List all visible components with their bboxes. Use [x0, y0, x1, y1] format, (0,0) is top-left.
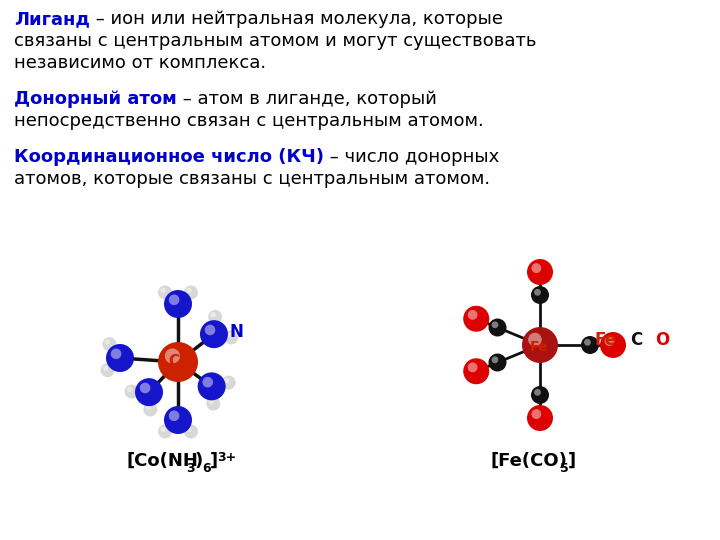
Circle shape	[209, 399, 214, 404]
Text: 3: 3	[186, 462, 194, 475]
Text: O: O	[655, 331, 670, 349]
Circle shape	[197, 373, 225, 400]
Circle shape	[488, 354, 506, 372]
Circle shape	[468, 362, 477, 372]
Circle shape	[200, 320, 228, 348]
Text: 6: 6	[202, 462, 211, 475]
Text: атомов, которые связаны с центральным атомом.: атомов, которые связаны с центральным ат…	[14, 170, 490, 188]
Circle shape	[158, 424, 172, 438]
Circle shape	[143, 402, 158, 416]
Circle shape	[581, 336, 599, 354]
Circle shape	[468, 310, 477, 320]
Circle shape	[492, 321, 498, 328]
Text: Лиганд: Лиганд	[14, 10, 90, 28]
Circle shape	[111, 348, 122, 359]
Circle shape	[125, 384, 139, 399]
Circle shape	[106, 344, 134, 372]
Circle shape	[531, 409, 541, 419]
Circle shape	[165, 348, 180, 363]
Circle shape	[101, 363, 114, 377]
Circle shape	[158, 342, 198, 382]
Circle shape	[186, 288, 192, 293]
Circle shape	[534, 389, 541, 396]
Circle shape	[224, 378, 229, 383]
Circle shape	[522, 327, 558, 363]
Circle shape	[145, 405, 151, 410]
Text: Co: Co	[168, 354, 190, 369]
Text: N: N	[230, 323, 244, 341]
Text: независимо от комплекса.: независимо от комплекса.	[14, 54, 266, 72]
Text: Координационное число (КЧ): Координационное число (КЧ)	[14, 148, 324, 166]
Circle shape	[184, 286, 198, 300]
Circle shape	[164, 406, 192, 434]
Circle shape	[210, 312, 216, 318]
Circle shape	[158, 286, 172, 300]
Circle shape	[135, 378, 163, 406]
Circle shape	[226, 333, 232, 338]
Circle shape	[168, 410, 179, 421]
Circle shape	[207, 397, 220, 410]
Circle shape	[208, 310, 222, 324]
Text: 3+: 3+	[217, 451, 236, 464]
Text: Донорный атом: Донорный атом	[14, 90, 176, 108]
Circle shape	[463, 306, 489, 332]
Circle shape	[531, 386, 549, 404]
Circle shape	[161, 427, 166, 432]
Circle shape	[527, 259, 553, 285]
Circle shape	[102, 338, 117, 351]
Circle shape	[527, 405, 553, 431]
Text: Fe: Fe	[530, 340, 548, 354]
Text: [Co(NH: [Co(NH	[126, 452, 198, 470]
Text: непосредственно связан с центральным атомом.: непосредственно связан с центральным ато…	[14, 112, 484, 130]
Circle shape	[488, 319, 506, 336]
Circle shape	[204, 325, 215, 335]
Text: C: C	[630, 331, 642, 349]
Text: ): )	[195, 452, 203, 470]
Text: – атом в лиганде, который: – атом в лиганде, который	[176, 90, 436, 108]
Circle shape	[531, 263, 541, 273]
Circle shape	[531, 286, 549, 304]
Circle shape	[222, 376, 235, 389]
Text: ]: ]	[210, 452, 218, 470]
Text: ]: ]	[568, 452, 576, 470]
Circle shape	[224, 330, 238, 345]
Circle shape	[103, 366, 108, 371]
Circle shape	[168, 294, 179, 305]
Circle shape	[104, 340, 110, 345]
Text: 5: 5	[560, 462, 569, 475]
Circle shape	[202, 377, 213, 388]
Circle shape	[534, 289, 541, 296]
Circle shape	[528, 333, 542, 347]
Circle shape	[463, 358, 489, 384]
Text: [Fe(CO): [Fe(CO)	[490, 452, 567, 470]
Text: Fe: Fe	[595, 331, 617, 349]
Text: – число донорных: – число донорных	[324, 148, 499, 166]
Circle shape	[164, 290, 192, 318]
Circle shape	[604, 336, 614, 346]
Circle shape	[584, 339, 591, 346]
Circle shape	[161, 288, 166, 293]
Circle shape	[492, 356, 498, 363]
Circle shape	[186, 427, 192, 432]
Circle shape	[127, 387, 132, 392]
Text: – ион или нейтральная молекула, которые: – ион или нейтральная молекула, которые	[90, 10, 503, 28]
Circle shape	[140, 383, 150, 393]
Text: связаны с центральным атомом и могут существовать: связаны с центральным атомом и могут сущ…	[14, 32, 536, 50]
Circle shape	[600, 332, 626, 358]
Circle shape	[184, 424, 198, 438]
